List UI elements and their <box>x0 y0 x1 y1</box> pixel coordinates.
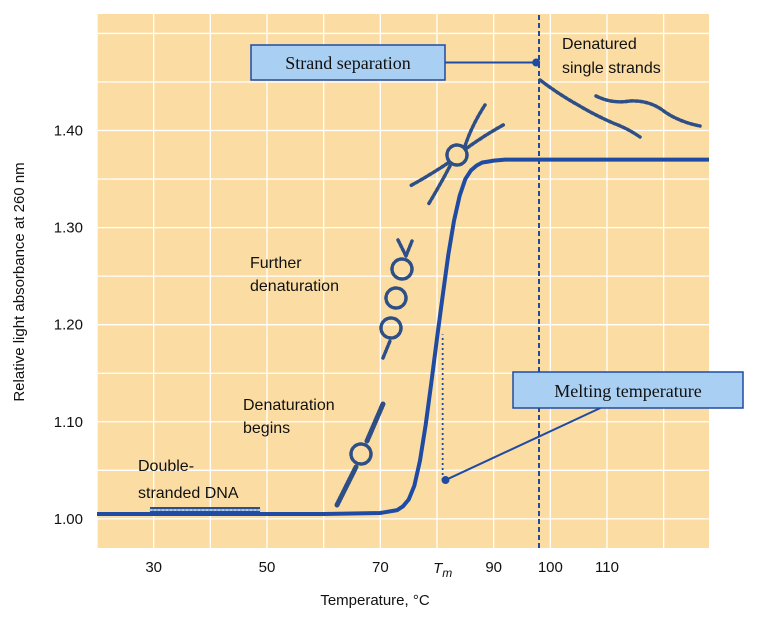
x-tick-label: 70 <box>372 559 389 576</box>
x-axis-ticks: 30 50 70 90 100 110 <box>145 559 619 576</box>
y-tick-label: 1.00 <box>54 511 83 528</box>
absorbance-curve <box>97 157 709 516</box>
callout-point <box>441 476 450 485</box>
annotation-denatured-single-strands: Denatured single strands <box>562 36 661 77</box>
callout-point <box>532 58 541 67</box>
annotation-line: begins <box>243 420 290 437</box>
single-strands-dna-icon <box>538 78 702 139</box>
annotation-line: Denatured <box>562 36 637 53</box>
x-axis-title: Temperature, °C <box>320 592 430 609</box>
annotation-line: Further <box>250 255 302 272</box>
x-tick-label: 30 <box>145 559 162 576</box>
further-denaturation-dna-icon <box>379 238 414 360</box>
y-axis-ticks: 1.00 1.10 1.20 1.30 1.40 <box>54 123 83 528</box>
callout-melting-temperature: Melting temperature <box>441 371 744 485</box>
callout-leader-line <box>445 407 601 481</box>
y-tick-label: 1.30 <box>54 220 83 237</box>
double-stranded-dna-icon <box>149 507 261 514</box>
denaturation-begins-dna-icon <box>334 401 386 508</box>
x-tick-label: 90 <box>485 559 502 576</box>
x-tick-label: 110 <box>595 559 619 576</box>
grid <box>96 14 709 548</box>
tm-tick-label: Tm <box>433 560 452 580</box>
reference-lines <box>441 14 540 548</box>
annotation-line: denaturation <box>250 278 339 295</box>
annotation-line: Double- <box>138 458 194 475</box>
y-tick-label: 1.20 <box>54 317 83 334</box>
x-tick-label: 100 <box>538 559 563 576</box>
x-tick-label: 50 <box>259 559 276 576</box>
annotation-line: Denaturation <box>243 397 335 414</box>
annotation-double-stranded: Double- stranded DNA <box>138 458 239 502</box>
callout-box <box>250 44 446 81</box>
callout-strand-separation: Strand separation <box>250 44 541 81</box>
annotation-further-denaturation: Further denaturation <box>250 255 339 295</box>
dna-illustrations <box>149 78 702 514</box>
annotation-line: single strands <box>562 60 661 77</box>
tm-tick-label-text: Tm <box>433 560 452 580</box>
callout-label: Melting temperature <box>554 381 701 401</box>
callout-label: Strand separation <box>285 53 410 73</box>
callout-box <box>512 371 744 409</box>
strand-separation-dna-icon <box>408 103 507 207</box>
y-tick-label: 1.40 <box>54 123 83 140</box>
annotation-line: stranded DNA <box>138 485 239 502</box>
annotation-denaturation-begins: Denaturation begins <box>243 397 335 437</box>
y-tick-label: 1.10 <box>54 414 83 431</box>
y-axis-title: Relative light absorbance at 260 nm <box>11 162 28 401</box>
